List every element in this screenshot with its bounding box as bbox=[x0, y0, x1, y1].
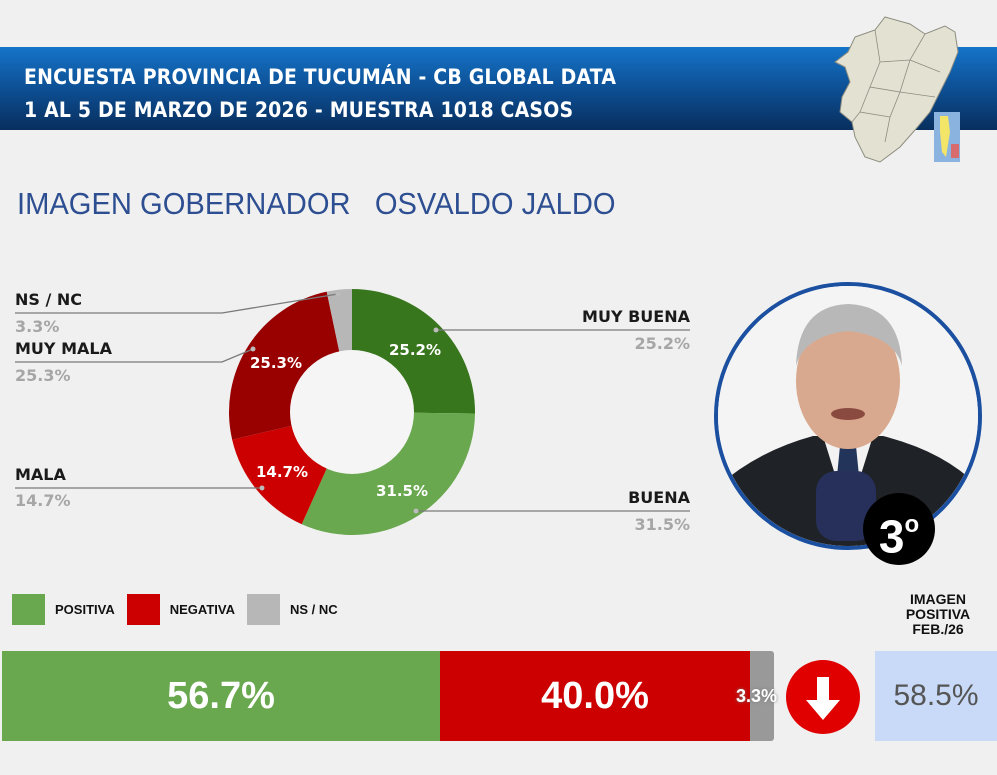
value-muy-buena: 25.2% bbox=[634, 334, 690, 353]
previous-value: 58.5% bbox=[893, 679, 979, 712]
label-ns-nc: NS / NC bbox=[15, 290, 83, 309]
label-buena: BUENA bbox=[628, 488, 690, 507]
value-ns-nc: 3.3% bbox=[15, 317, 60, 336]
legend-label-positiva: POSITIVA bbox=[55, 602, 115, 617]
rank-suffix: o bbox=[904, 511, 920, 538]
previous-heading-line-2: POSITIVA bbox=[905, 606, 971, 622]
rank-number: 3 bbox=[878, 510, 905, 563]
chart-title: IMAGEN GOBERNADOR OSVALDO JALDO bbox=[17, 186, 616, 221]
bar-ns-nc-value: 3.3% bbox=[736, 685, 778, 706]
bar-positiva-value: 56.7% bbox=[167, 674, 275, 717]
bar-ns-nc: 3.3% bbox=[736, 651, 777, 741]
label-muy-mala: MUY MALA bbox=[15, 339, 112, 358]
label-muy-buena: MUY BUENA bbox=[582, 307, 690, 326]
governor-photo bbox=[714, 282, 982, 550]
bar-positiva: 56.7% bbox=[2, 651, 440, 741]
header-line-2: 1 AL 5 DE MARZO DE 2026 - MUESTRA 1018 C… bbox=[24, 98, 574, 122]
legend-swatch-ns-nc bbox=[246, 594, 280, 625]
slice-label-mala: 14.7% bbox=[256, 463, 308, 481]
value-mala: 14.7% bbox=[15, 491, 71, 510]
legend-label-negativa: NEGATIVA bbox=[169, 602, 235, 617]
donut-chart: 25.2% 25.3% 14.7% 31.5% bbox=[15, 289, 690, 535]
label-mala: MALA bbox=[15, 465, 66, 484]
rank-badge: 3o bbox=[863, 493, 935, 565]
slice-label-buena: 31.5% bbox=[376, 482, 428, 500]
previous-heading: IMAGEN POSITIVA FEB./26 bbox=[878, 592, 997, 637]
legend-label-ns-nc: NS / NC bbox=[289, 602, 338, 617]
legend-swatch-positiva bbox=[12, 594, 45, 625]
slice-label-muy-mala: 25.3% bbox=[250, 354, 302, 372]
header-line-1: ENCUESTA PROVINCIA DE TUCUMÁN - CB GLOBA… bbox=[24, 65, 617, 89]
bar-negativa: 40.0% bbox=[440, 651, 750, 741]
slice-label-muy-buena: 25.2% bbox=[389, 341, 441, 359]
header-banner: ENCUESTA PROVINCIA DE TUCUMÁN - CB GLOBA… bbox=[0, 47, 997, 130]
previous-value-box: 58.5% bbox=[875, 651, 997, 741]
down-arrow-icon bbox=[786, 660, 860, 734]
value-buena: 31.5% bbox=[634, 515, 690, 534]
legend-swatch-negativa bbox=[126, 594, 160, 625]
tucuman-map-icon bbox=[834, 16, 960, 163]
previous-heading-line-3: FEB./26 bbox=[912, 621, 964, 637]
value-muy-mala: 25.3% bbox=[15, 366, 71, 385]
legend: POSITIVA NEGATIVA NS / NC bbox=[12, 594, 350, 625]
bar-negativa-value: 40.0% bbox=[541, 674, 649, 717]
previous-heading-line-1: IMAGEN bbox=[910, 591, 966, 607]
